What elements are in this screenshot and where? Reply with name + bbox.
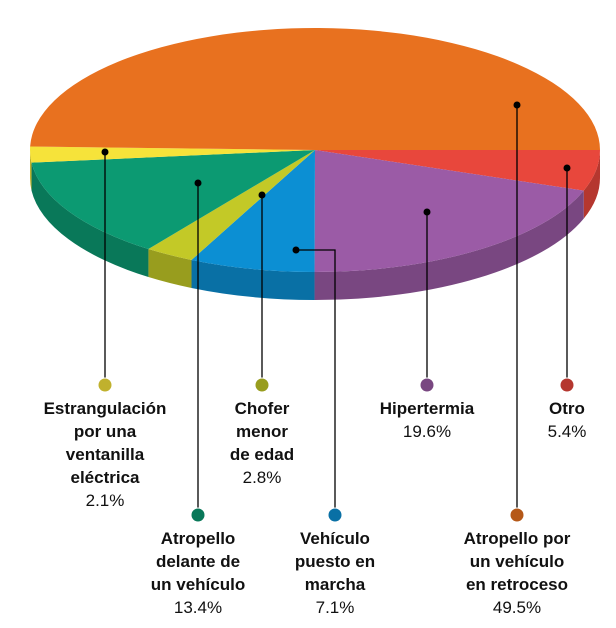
slice-label: Atropello por un vehículo en retroceso 49… (432, 527, 602, 619)
value-label: 2.8% (242, 468, 282, 487)
slice-label: Atropello delante de un vehículo 13.4% (113, 527, 283, 619)
category-name: Chofer menor de edad (229, 399, 295, 464)
value-label: 19.6% (402, 422, 452, 441)
leader-line (296, 249, 336, 515)
slice-label: Estrangulación por una ventanilla eléctr… (20, 397, 190, 512)
slice-side (191, 259, 315, 300)
label-marker (97, 377, 113, 393)
leader-dot (563, 164, 571, 172)
label-marker (327, 507, 343, 523)
label-marker (254, 377, 270, 393)
label-marker (559, 377, 575, 393)
leader-dot (513, 101, 521, 109)
leader-dot (292, 246, 300, 254)
value-label: 2.1% (85, 491, 125, 510)
category-name: Hipertermia (379, 399, 475, 418)
slice (30, 27, 601, 151)
category-name: Estrangulación por una ventanilla eléctr… (43, 399, 167, 487)
label-marker (509, 507, 525, 523)
slice (315, 150, 600, 191)
leader-dot (194, 179, 202, 187)
slice (29, 146, 315, 163)
slice (31, 150, 315, 249)
slice-side (30, 150, 32, 191)
slice-label: Otro 5.4% (482, 397, 616, 443)
leader-dot (423, 208, 431, 216)
slice-label: Hipertermia 19.6% (342, 397, 512, 443)
label-marker (190, 507, 206, 523)
value-label: 7.1% (315, 598, 355, 617)
value-label: 49.5% (492, 598, 542, 617)
category-name: Atropello delante de un vehículo (150, 529, 246, 594)
slice-side (583, 150, 600, 219)
label-marker (419, 377, 435, 393)
slice-side (148, 248, 192, 288)
slice-side (31, 162, 149, 277)
leader-dot (258, 191, 266, 199)
leader-dot (101, 148, 109, 156)
value-label: 13.4% (173, 598, 223, 617)
value-label: 5.4% (547, 422, 587, 441)
category-name: Otro (549, 399, 585, 418)
category-name: Vehículo puesto en marcha (294, 529, 376, 594)
slice-label: Vehículo puesto en marcha 7.1% (250, 527, 420, 619)
slice-side (314, 190, 584, 300)
slice (148, 150, 315, 260)
slice (191, 150, 315, 272)
slice-label: Chofer menor de edad 2.8% (177, 397, 347, 489)
category-name: Atropello por un vehículo en retroceso (463, 529, 571, 594)
